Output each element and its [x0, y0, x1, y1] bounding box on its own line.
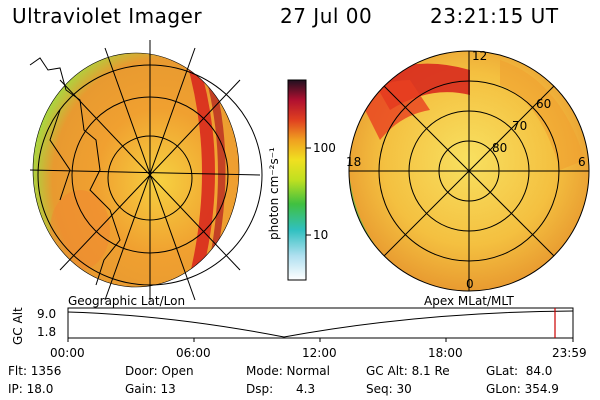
time-tick-0000: 00:00 [50, 346, 85, 360]
left-panel-caption: Geographic Lat/Lon [68, 294, 185, 308]
mlat-label-70: 70 [512, 119, 527, 133]
mlt-label-6: 6 [578, 155, 586, 169]
mode-value: Mode: Normal [246, 364, 330, 378]
gc-altitude: GC Alt: 8.1 Re [366, 364, 450, 378]
geographic-longitude: GLon: 354.9 [486, 382, 559, 396]
time-tick-2359: 23:59 [552, 346, 587, 360]
geographic-image [29, 40, 263, 301]
altitude-axis-label: GC Alt [11, 307, 25, 345]
flight-number: Flt: 1356 [8, 364, 62, 378]
sequence-number: Seq: 30 [366, 382, 412, 396]
right-panel-caption: Apex MLat/MLT [424, 294, 514, 308]
altitude-tick-high: 9.0 [37, 307, 56, 321]
mlt-label-12: 12 [472, 49, 487, 63]
time-tick-1800: 18:00 [428, 346, 463, 360]
altitude-tick-low: 1.8 [37, 325, 56, 339]
mlt-label-18: 18 [346, 155, 361, 169]
time-tick-1200: 12:00 [302, 346, 337, 360]
image-time: 23:21:15 UT [430, 4, 559, 28]
mlat-label-60: 60 [536, 97, 551, 111]
magnetic-image: 12 18 6 0 60 70 80 [346, 49, 590, 292]
altitude-plot: GC Alt 9.0 1.8 00:00 06:00 12:00 18:00 2… [11, 307, 587, 360]
door-status: Door: Open [125, 364, 194, 378]
image-date: 27 Jul 00 [280, 4, 373, 28]
colorbar-unit-label: photon cm⁻²s⁻¹ [267, 147, 281, 240]
gain-value: Gain: 13 [125, 382, 176, 396]
dsp-value: Dsp: 4.3 [246, 382, 316, 396]
color-bar: 100 10 photon cm⁻²s⁻¹ [267, 79, 336, 281]
colorbar-tick-10: 10 [313, 228, 328, 242]
geographic-latitude: GLat: 84.0 [486, 364, 553, 378]
mlt-label-0: 0 [466, 277, 474, 291]
page-title: Ultraviolet Imager [12, 4, 203, 28]
time-tick-0600: 06:00 [176, 346, 211, 360]
mlat-label-80: 80 [492, 141, 507, 155]
ip-value: IP: 18.0 [8, 382, 54, 396]
colorbar-tick-100: 100 [313, 141, 336, 155]
